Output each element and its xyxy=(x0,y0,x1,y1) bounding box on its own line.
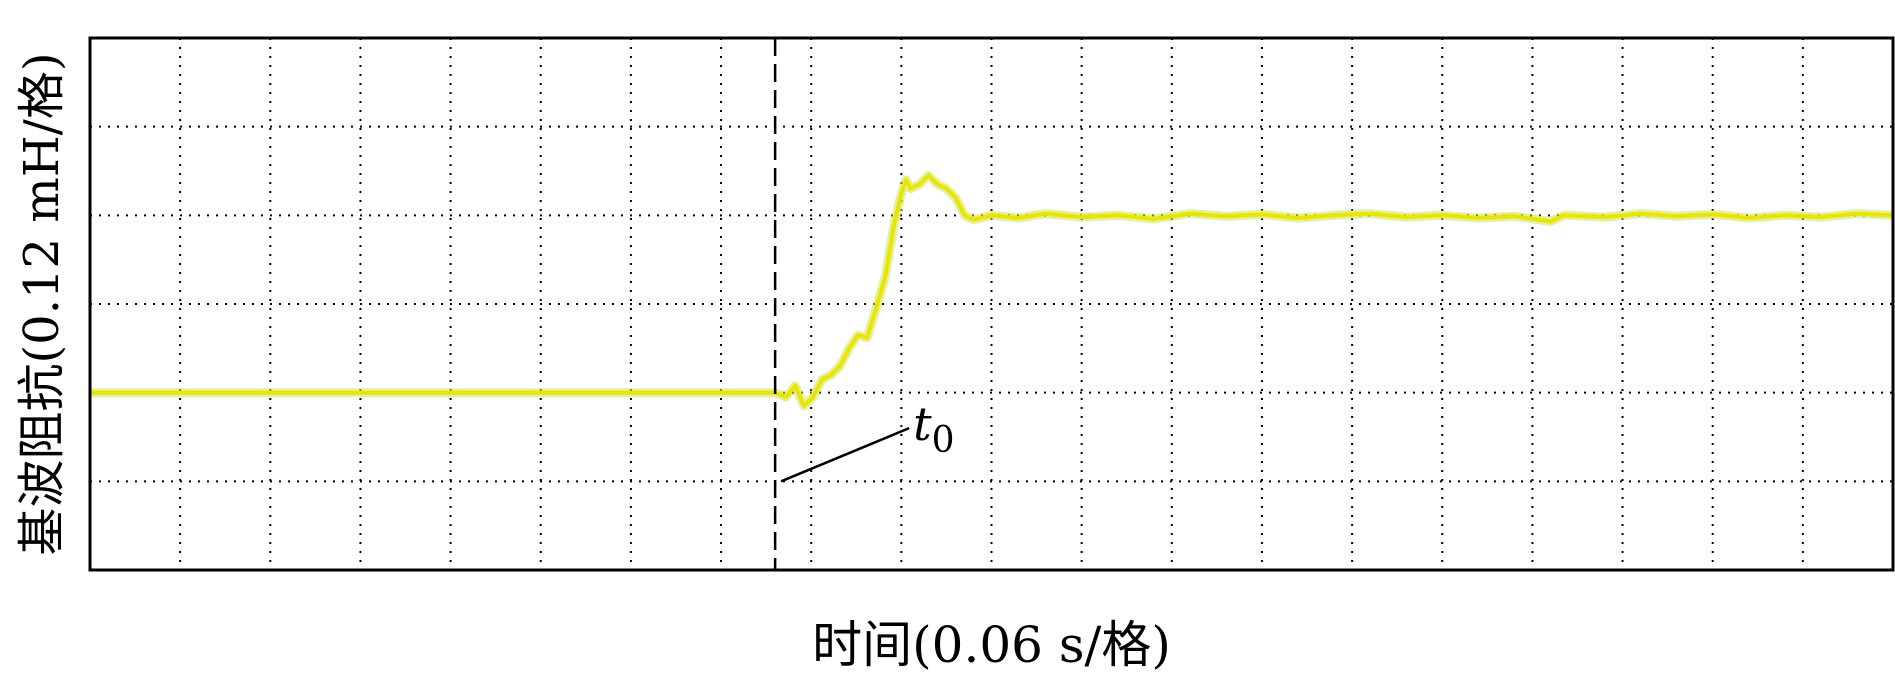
plot-frame xyxy=(88,36,1895,572)
annotation-layer: t0 xyxy=(773,38,955,570)
series-layer xyxy=(90,170,1894,411)
series-line xyxy=(90,173,1894,408)
t0-label: t0 xyxy=(913,397,954,461)
y-axis-label: 基波阻抗(0.12 mH/格) xyxy=(14,52,70,555)
t0-label-subscript: 0 xyxy=(932,420,955,461)
x-axis-label: 时间(0.06 s/格) xyxy=(812,616,1171,674)
t0-label-main: t xyxy=(913,397,932,451)
grid xyxy=(90,38,1893,570)
t0-leader-line xyxy=(780,426,910,483)
